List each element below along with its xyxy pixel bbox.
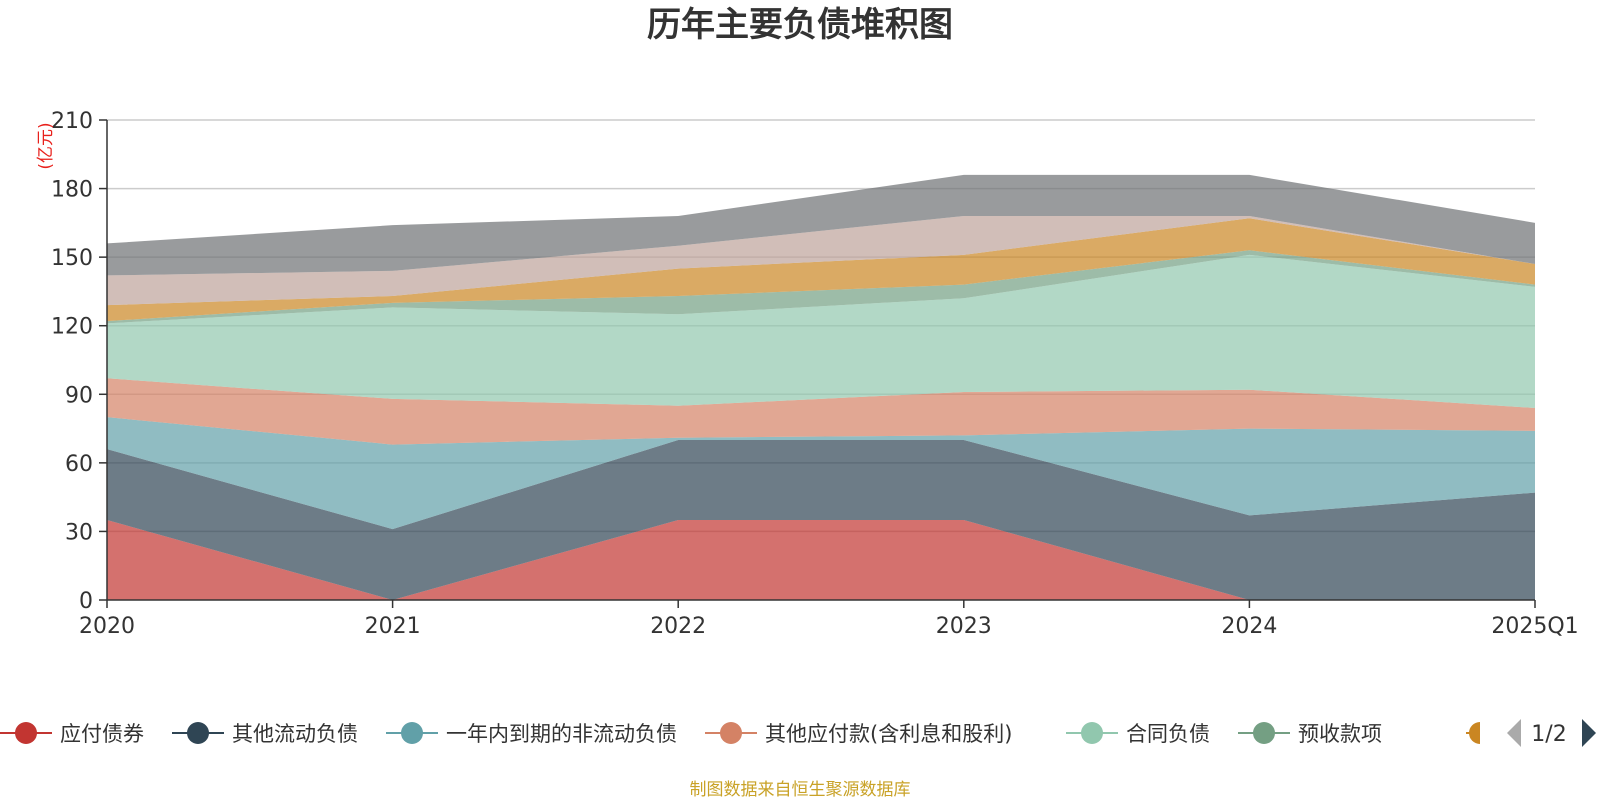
legend-marker-icon: [1081, 722, 1103, 744]
legend-label: 应付债券: [60, 722, 144, 746]
y-axis-tick-labels: 0 30 60 90 120 150 180 210: [51, 109, 93, 614]
legend-marker-icon: [1253, 722, 1275, 744]
series-area-5[interactable]: [107, 250, 1535, 324]
series-area-3[interactable]: [107, 378, 1535, 445]
y-tick-label: 150: [51, 246, 93, 271]
y-tick-label: 120: [51, 315, 93, 340]
series-area-6[interactable]: [107, 218, 1535, 322]
legend-item-peek: [1466, 722, 1480, 744]
series-area-1[interactable]: [107, 440, 1535, 600]
legend-label: 其他流动负债: [232, 722, 358, 746]
data-source-note: 制图数据来自恒生聚源数据库: [690, 780, 911, 800]
legend-item-4[interactable]: 合同负债: [1066, 722, 1210, 746]
series-areas: [107, 174, 1535, 600]
legend-next-page-icon[interactable]: [1582, 719, 1596, 747]
x-tick-label: 2022: [650, 614, 706, 639]
legend-item-5[interactable]: 预收款项: [1238, 722, 1382, 746]
legend-label: 预收款项: [1298, 722, 1382, 746]
legend-marker-icon: [1469, 722, 1480, 744]
x-tick-label: 2025Q1: [1491, 614, 1578, 639]
legend-item-2[interactable]: 一年内到期的非流动负债: [386, 722, 677, 746]
y-tick-label: 0: [79, 589, 93, 614]
legend-marker-icon: [401, 722, 423, 744]
axes: [99, 119, 1536, 608]
x-tick-label: 2020: [79, 614, 135, 639]
y-tick-label: 90: [65, 383, 93, 408]
legend-marker-icon: [187, 722, 209, 744]
legend-item-0[interactable]: 应付债券: [0, 722, 144, 746]
y-axis-unit-label: (亿元): [36, 122, 56, 169]
legend-page-indicator: 1/2: [1531, 722, 1566, 747]
x-axis-tick-labels: 2020 2021 2022 2023 2024 2025Q1: [79, 614, 1579, 639]
y-tick-label: 210: [51, 109, 93, 134]
legend-label: 一年内到期的非流动负债: [446, 722, 677, 746]
series-area-2[interactable]: [107, 417, 1535, 530]
legend-item-1[interactable]: 其他流动负债: [172, 722, 358, 746]
legend-marker-icon: [720, 722, 742, 744]
chart-title: 历年主要负债堆积图: [647, 5, 953, 45]
legend-item-3[interactable]: 其他应付款(含利息和股利): [705, 722, 1012, 746]
legend-prev-page-icon[interactable]: [1507, 719, 1521, 747]
series-area-4[interactable]: [107, 254, 1535, 408]
legend-label: 合同负债: [1126, 722, 1210, 746]
series-area-7[interactable]: [107, 216, 1535, 306]
x-tick-label: 2024: [1221, 614, 1277, 639]
series-area-0[interactable]: [107, 520, 1535, 600]
x-tick-label: 2023: [936, 614, 992, 639]
legend-pager: 1/2: [1507, 719, 1596, 747]
legend-label: 其他应付款(含利息和股利): [765, 722, 1012, 746]
y-tick-label: 60: [65, 452, 93, 477]
series-area-8[interactable]: [107, 174, 1535, 276]
legend-marker-icon: [15, 722, 37, 744]
legend[interactable]: 应付债券 其他流动负债 一年内到期的非流动负债 其他应付款(含利息和股利) 合同负债 预收…: [0, 722, 1480, 746]
y-tick-label: 30: [65, 520, 93, 545]
y-tick-label: 180: [51, 178, 93, 203]
x-tick-label: 2021: [365, 614, 421, 639]
